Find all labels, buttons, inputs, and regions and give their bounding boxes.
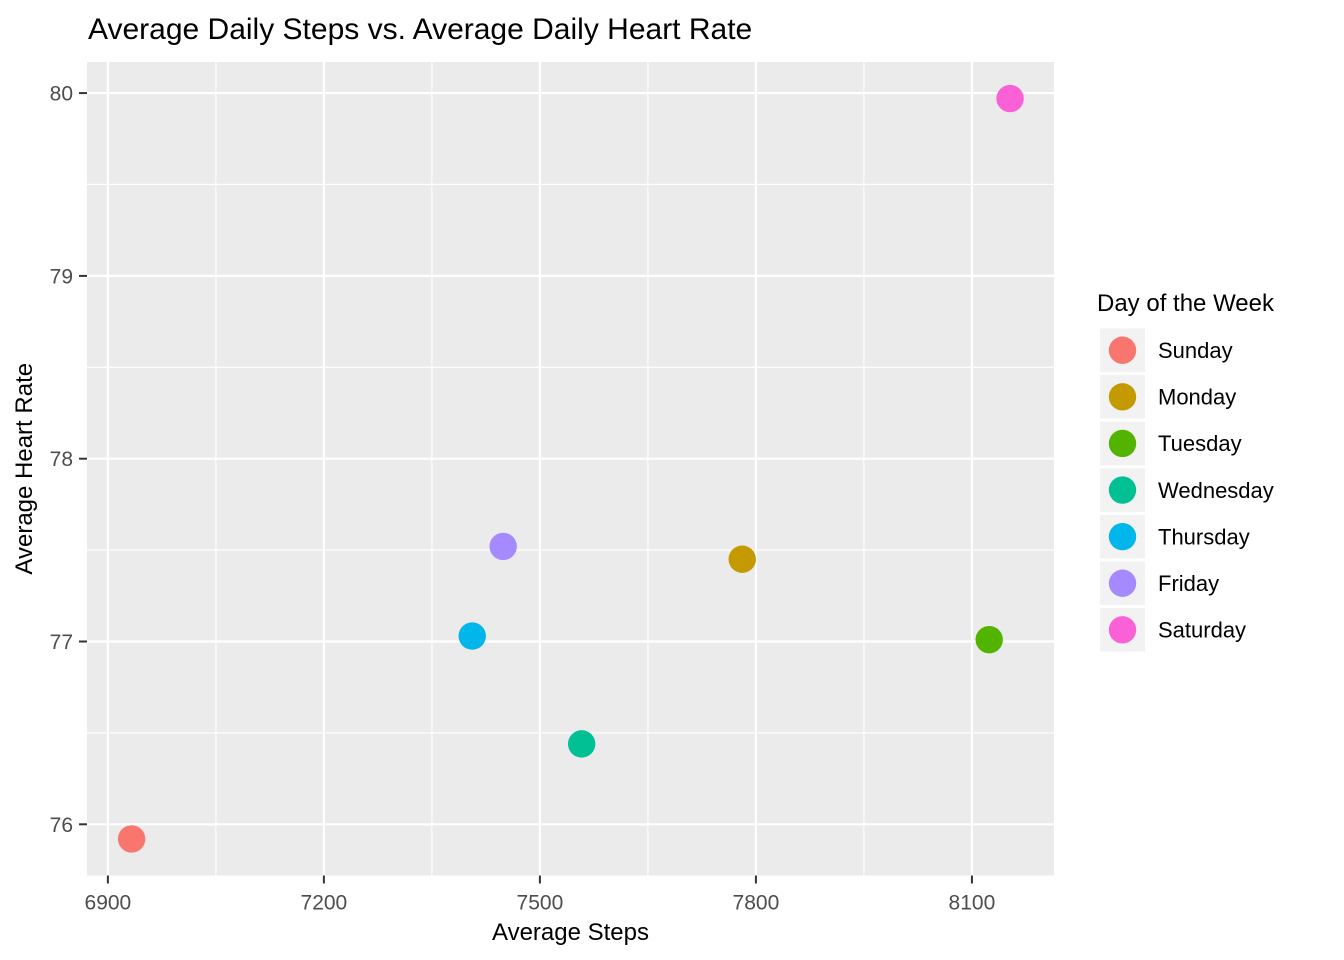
y-tick-label: 76 (50, 814, 73, 837)
y-tick-label: 78 (50, 448, 73, 471)
x-tick-label: 6900 (85, 892, 132, 915)
data-point-saturday (996, 84, 1024, 113)
legend-key-swatch-sunday (1108, 336, 1137, 364)
y-tick-label: 79 (50, 265, 73, 288)
legend-label-wednesday: Wednesday (1158, 478, 1274, 503)
x-tick-label: 7200 (301, 892, 348, 915)
plot-title: Average Daily Steps vs. Average Daily He… (88, 13, 752, 46)
legend: Day of the Week Sunday Monday Tuesday Wedne… (1097, 290, 1275, 652)
gridlines-layer (87, 62, 1054, 876)
legend-label-tuesday: Tuesday (1158, 431, 1242, 456)
legend-label-monday: Monday (1158, 385, 1236, 410)
data-point-sunday (117, 825, 146, 853)
legend-label-thursday: Thursday (1158, 524, 1250, 549)
y-tick-label: 77 (50, 631, 73, 654)
legend-key-swatch-tuesday (1108, 429, 1137, 458)
data-point-tuesday (975, 625, 1003, 654)
x-tick-label: 7500 (517, 892, 564, 915)
legend-title: Day of the Week (1097, 290, 1275, 317)
legend-label-friday: Friday (1158, 571, 1219, 596)
legend-key-swatch-wednesday (1108, 476, 1137, 504)
y-tick-label: 80 (50, 83, 73, 106)
legend-key-swatch-saturday (1108, 616, 1137, 644)
data-point-wednesday (567, 730, 596, 758)
legend-label-saturday: Saturday (1158, 618, 1246, 643)
y-axis-title: Average Heart Rate (11, 363, 38, 575)
legend-key-swatch-monday (1108, 383, 1137, 411)
legend-key-swatch-friday (1108, 569, 1137, 597)
data-point-monday (728, 545, 756, 573)
legend-items: Sunday Monday Tuesday Wednesday Thursday Frid… (1100, 328, 1274, 652)
x-tick-label: 8100 (949, 892, 996, 915)
x-tick-label: 7800 (733, 892, 780, 915)
axis-ticks-layer: 6900 7200 7500 7800 8100 76 77 78 79 80 (50, 83, 996, 915)
legend-key-swatch-thursday (1108, 522, 1137, 551)
x-axis-title: Average Steps (492, 919, 649, 946)
data-point-friday (489, 532, 517, 561)
data-point-thursday (458, 622, 486, 650)
legend-label-sunday: Sunday (1158, 338, 1233, 363)
data-points-layer (117, 84, 1024, 853)
